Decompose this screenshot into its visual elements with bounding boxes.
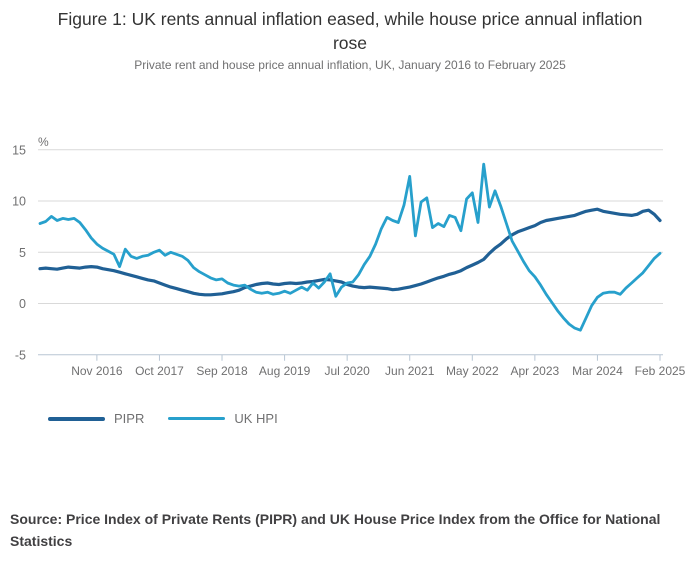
y-axis-tick-label: -5 xyxy=(15,348,26,362)
series-line-uk-hpi xyxy=(38,162,662,332)
line-chart: 15 10 5 0 -5% Nov 2016 Oct 2017 Sep 2018 Aug 201… xyxy=(12,135,686,378)
legend-item-uk-hpi: UK HPI xyxy=(168,411,278,426)
x-axis-tick-label: Oct 2017 xyxy=(135,364,184,378)
x-axis-tick-label: May 2022 xyxy=(446,364,499,378)
chart-subtitle: Private rent and house price annual infl… xyxy=(134,58,566,72)
pipr-line-swatch xyxy=(48,416,105,421)
y-axis-tick-label: 0 xyxy=(19,297,26,311)
legend-label-uk-hpi: UK HPI xyxy=(234,411,278,426)
uk-hpi-line-swatch xyxy=(168,417,226,420)
x-axis-tick-label: Jul 2020 xyxy=(324,364,370,378)
legend-label-pipr: PIPR xyxy=(114,411,145,426)
y-axis-unit-label: % xyxy=(38,135,49,149)
y-axis-tick-label: 5 xyxy=(19,246,26,260)
x-axis-tick-label: Mar 2024 xyxy=(572,364,623,378)
x-axis-tick-label: Apr 2023 xyxy=(511,364,560,378)
source-note: Source: Price Index of Private Rents (PI… xyxy=(10,511,661,550)
chart-title: Figure 1: UK rents annual inflation ease… xyxy=(57,9,643,53)
series-line-pipr xyxy=(38,207,662,297)
x-axis-tick-label: Sep 2018 xyxy=(196,364,248,378)
y-axis-tick-label: 15 xyxy=(12,143,26,157)
x-axis-tick-label: Feb 2025 xyxy=(635,364,686,378)
chart-legend: PIPR UK HPI xyxy=(48,411,278,426)
x-axis-tick-label: Aug 2019 xyxy=(259,364,311,378)
y-axis-tick-label: 10 xyxy=(12,195,26,209)
legend-item-pipr: PIPR xyxy=(48,411,144,426)
x-axis-tick-label: Jun 2021 xyxy=(385,364,435,378)
x-axis-tick-label: Nov 2016 xyxy=(71,364,123,378)
